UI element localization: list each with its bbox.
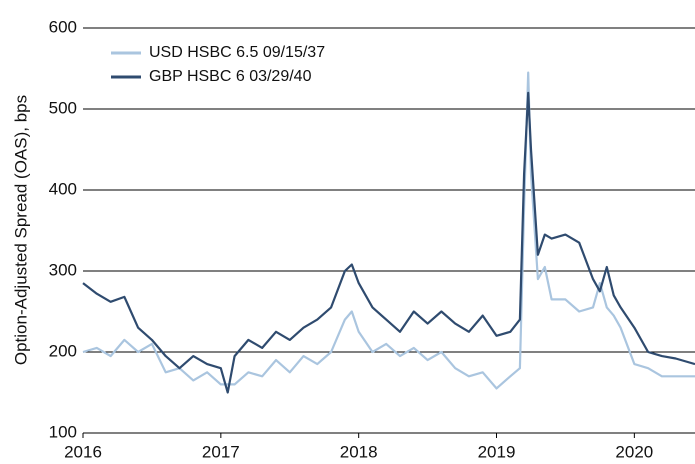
- y-tick-label: 200: [49, 341, 77, 360]
- x-tick-label: 2016: [64, 442, 102, 461]
- y-tick-label: 600: [49, 17, 77, 36]
- legend-background: [107, 42, 412, 64]
- legend-label: GBP HSBC 6 03/29/40: [149, 68, 312, 85]
- series-line: [82, 91, 695, 394]
- y-tick-label: 400: [49, 179, 77, 198]
- x-tick-label: 2019: [478, 442, 516, 461]
- legend-background: [107, 66, 412, 88]
- y-tick-label: 300: [49, 260, 77, 279]
- legend-label: USD HSBC 6.5 09/15/37: [149, 44, 325, 61]
- y-tick-label: 500: [49, 98, 77, 117]
- x-tick-label: 2020: [615, 442, 653, 461]
- y-axis-label: Option-Adjusted Spread (OAS), bps: [11, 95, 30, 365]
- series-line: [82, 71, 695, 390]
- legend: USD HSBC 6.5 09/15/37 GBP HSBC 6 03/29/40: [107, 42, 412, 88]
- x-tick-label: 2018: [340, 442, 378, 461]
- y-tick-label: 100: [49, 422, 77, 441]
- x-tick-label: 2017: [202, 442, 240, 461]
